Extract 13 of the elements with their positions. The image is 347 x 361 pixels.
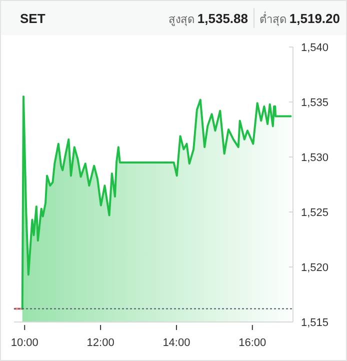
text: ต่ำสุด 1,519.20: [259, 11, 340, 26]
y-tick-label: 1,525: [301, 207, 329, 219]
y-tick-label: 1,520: [301, 262, 329, 274]
y-tick-label: 1,540: [301, 42, 329, 54]
y-tick-label: 1,535: [301, 97, 329, 109]
y-tick-label: 1,515: [301, 317, 329, 329]
x-tick-label: 10:00: [10, 337, 38, 349]
x-tick-label: 12:00: [86, 337, 114, 349]
y-tick-label: 1,530: [301, 152, 329, 164]
chart-title: SET: [20, 11, 46, 26]
x-tick-label: 16:00: [238, 337, 266, 349]
x-tick-label: 14:00: [162, 337, 190, 349]
text: สูงสุด 1,535.88: [168, 11, 248, 26]
